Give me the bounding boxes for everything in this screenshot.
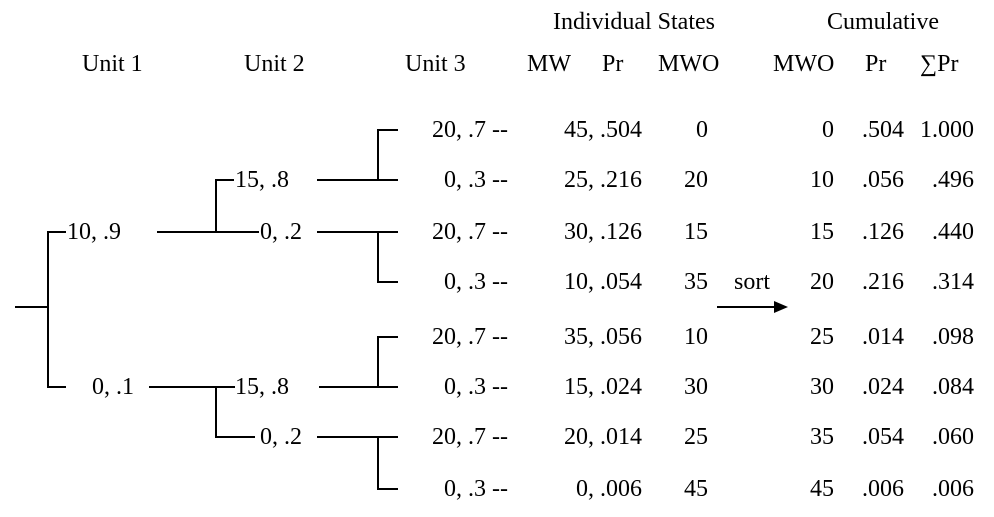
sort-arrow-head xyxy=(774,301,788,313)
cumulative-sum-pr: .314 xyxy=(932,269,974,295)
cumulative-pr: .126 xyxy=(862,219,904,245)
header-cum-mwo: MWO xyxy=(773,51,835,77)
individual-mw-pr: 25, .216 xyxy=(564,167,642,193)
individual-mw-pr: 30, .126 xyxy=(564,219,642,245)
cumulative-sum-pr: .060 xyxy=(932,424,974,450)
header-mw: MW xyxy=(527,51,571,77)
cumulative-mwo: 10 xyxy=(810,167,834,193)
cumulative-mwo: 20 xyxy=(810,269,834,295)
individual-mw-pr: 35, .056 xyxy=(564,324,642,350)
unit3-state-label: 20, .7 -- xyxy=(432,324,508,350)
unit3-state-label: 0, .3 -- xyxy=(444,374,508,400)
header-pr: Pr xyxy=(602,51,624,77)
header-cum-pr: Pr xyxy=(865,51,887,77)
unit3-state-label: 20, .7 -- xyxy=(432,219,508,245)
individual-mwo: 35 xyxy=(684,269,708,295)
cumulative-pr: .216 xyxy=(862,269,904,295)
individual-mw-pr: 10, .054 xyxy=(564,269,642,295)
individual-mwo: 15 xyxy=(684,219,708,245)
unit3-state-label: 20, .7 -- xyxy=(432,117,508,143)
unit3-state-label: 0, .3 -- xyxy=(444,269,508,295)
cumulative-mwo: 45 xyxy=(810,476,834,502)
sort-label: sort xyxy=(734,269,770,295)
unit2-state-label: 0, .2 xyxy=(260,219,302,245)
cumulative-mwo: 25 xyxy=(810,324,834,350)
cumulative-pr: .054 xyxy=(862,424,904,450)
unit1-state-label: 10, .9 xyxy=(67,219,121,245)
individual-mwo: 45 xyxy=(684,476,708,502)
cumulative-pr: .056 xyxy=(862,167,904,193)
unit2-state-label: 0, .2 xyxy=(260,424,302,450)
header-unit3: Unit 3 xyxy=(405,51,466,77)
individual-mwo: 30 xyxy=(684,374,708,400)
cumulative-mwo: 0 xyxy=(822,117,834,143)
header-individual-states: Individual States xyxy=(553,9,715,35)
unit1-state-label: 0, .1 xyxy=(92,374,134,400)
cumulative-sum-pr: .006 xyxy=(932,476,974,502)
individual-mw-pr: 0, .006 xyxy=(576,476,642,502)
unit2-state-label: 15, .8 xyxy=(235,374,289,400)
cumulative-mwo: 30 xyxy=(810,374,834,400)
individual-mwo: 20 xyxy=(684,167,708,193)
cumulative-sum-pr: 1.000 xyxy=(920,117,974,143)
cumulative-pr: .006 xyxy=(862,476,904,502)
cumulative-pr: .014 xyxy=(862,324,904,350)
cumulative-sum-pr: .496 xyxy=(932,167,974,193)
unit3-state-label: 20, .7 -- xyxy=(432,424,508,450)
individual-mw-pr: 15, .024 xyxy=(564,374,642,400)
cumulative-sum-pr: .084 xyxy=(932,374,974,400)
cumulative-sum-pr: .098 xyxy=(932,324,974,350)
cumulative-sum-pr: .440 xyxy=(932,219,974,245)
cumulative-pr: .504 xyxy=(862,117,904,143)
header-mwo: MWO xyxy=(658,51,720,77)
header-unit2: Unit 2 xyxy=(244,51,305,77)
header-cum-sum-pr: ∑Pr xyxy=(920,51,959,77)
individual-mw-pr: 20, .014 xyxy=(564,424,642,450)
individual-mwo: 0 xyxy=(696,117,708,143)
individual-mw-pr: 45, .504 xyxy=(564,117,642,143)
individual-mwo: 25 xyxy=(684,424,708,450)
cumulative-mwo: 35 xyxy=(810,424,834,450)
unit3-state-label: 0, .3 -- xyxy=(444,167,508,193)
cumulative-pr: .024 xyxy=(862,374,904,400)
individual-mwo: 10 xyxy=(684,324,708,350)
header-unit1: Unit 1 xyxy=(82,51,143,77)
cumulative-mwo: 15 xyxy=(810,219,834,245)
header-cumulative: Cumulative xyxy=(827,9,939,35)
unit3-state-label: 0, .3 -- xyxy=(444,476,508,502)
unit2-state-label: 15, .8 xyxy=(235,167,289,193)
